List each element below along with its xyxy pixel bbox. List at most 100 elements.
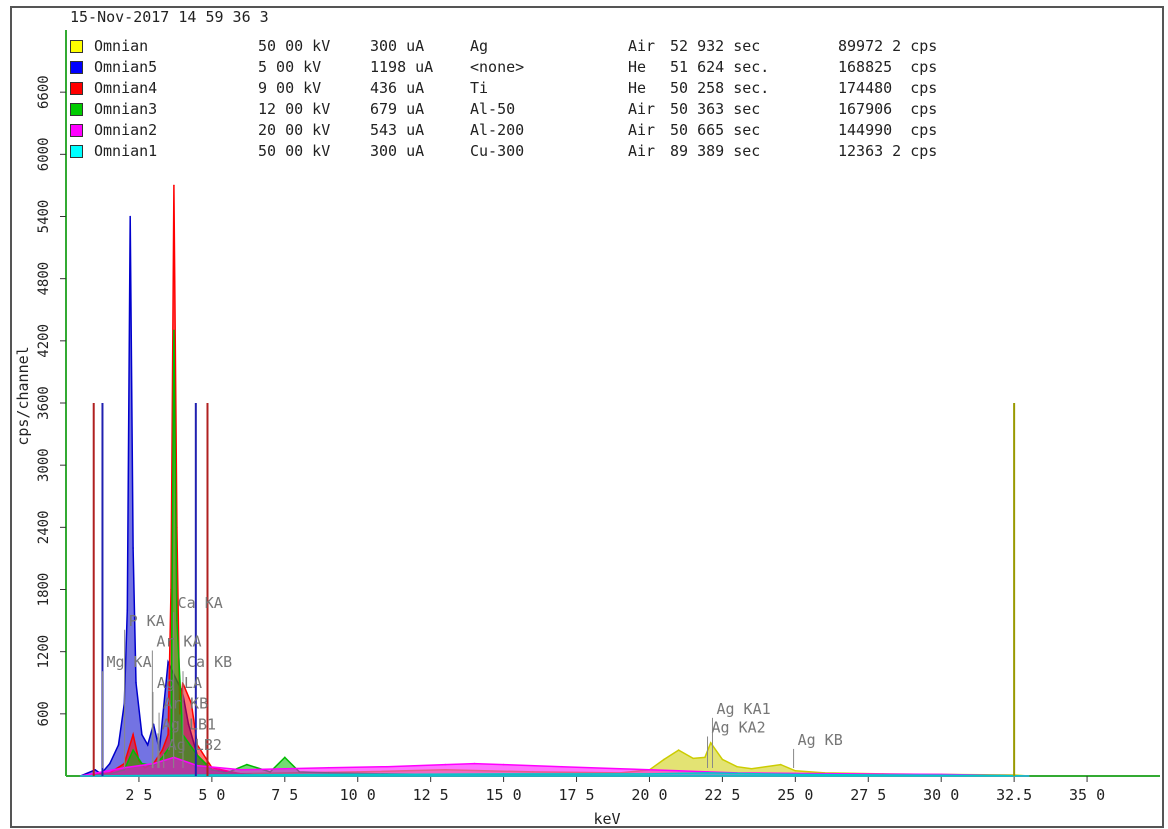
data-point bbox=[779, 763, 782, 766]
y-tick-label: 3600 bbox=[36, 386, 52, 420]
legend-name: Omnian3 bbox=[94, 100, 158, 118]
data-point bbox=[167, 733, 169, 736]
legend-time: 51 624 sec. bbox=[670, 58, 770, 76]
data-point bbox=[196, 744, 199, 746]
annotation-label: Ag KB bbox=[798, 731, 843, 749]
x-tick-label: 2 5 bbox=[125, 786, 152, 804]
data-point bbox=[246, 763, 248, 766]
data-point bbox=[736, 765, 738, 768]
data-point bbox=[502, 773, 505, 775]
x-tick-label: 27 5 bbox=[850, 786, 886, 804]
data-point bbox=[284, 767, 286, 770]
annotation-label: Ca KA bbox=[178, 594, 223, 612]
data-point bbox=[126, 609, 129, 612]
legend-kv: 12 00 kV bbox=[258, 100, 331, 118]
data-point bbox=[173, 329, 175, 332]
data-point bbox=[561, 765, 563, 768]
legend-filter: Al-200 bbox=[470, 121, 525, 139]
data-point bbox=[663, 758, 665, 761]
annotation-label: Ar KB bbox=[163, 695, 208, 713]
data-point bbox=[998, 774, 1001, 777]
annotation-label: Ag KA1 bbox=[716, 700, 770, 718]
data-point bbox=[79, 775, 82, 777]
data-point bbox=[794, 773, 797, 776]
legend-rate: 167906 cps bbox=[838, 100, 938, 118]
legend-filter: Al-50 bbox=[470, 100, 516, 118]
data-point bbox=[502, 763, 505, 766]
legend-filter: Ag bbox=[470, 37, 489, 55]
x-tick-label: 15 0 bbox=[486, 786, 522, 804]
legend-rate: 174480 cps bbox=[838, 79, 938, 97]
legend-swatch bbox=[70, 103, 83, 116]
x-tick-label: 5 0 bbox=[198, 786, 225, 804]
data-point bbox=[794, 770, 797, 772]
data-point bbox=[473, 762, 476, 765]
data-point bbox=[677, 749, 680, 751]
data-point bbox=[240, 768, 242, 771]
legend-medium: Air bbox=[628, 142, 656, 160]
legend-filter: Ti bbox=[470, 79, 489, 97]
data-point bbox=[1027, 775, 1030, 777]
data-point bbox=[94, 768, 96, 771]
annotation-label: Ag LB2 bbox=[168, 736, 222, 754]
legend-name: Omnian2 bbox=[94, 121, 158, 139]
y-axis-label: cps/channel bbox=[14, 346, 32, 445]
legend-ua: 543 uA bbox=[370, 121, 425, 139]
legend-kv: 5 00 kV bbox=[258, 58, 322, 76]
legend-swatch bbox=[70, 40, 83, 53]
data-point bbox=[211, 774, 213, 776]
data-point bbox=[135, 681, 137, 684]
legend-medium: Air bbox=[628, 100, 656, 118]
legend-name: Omnian4 bbox=[94, 79, 158, 97]
legend-rate: 168825 cps bbox=[838, 58, 938, 76]
data-point bbox=[356, 773, 359, 776]
data-point bbox=[750, 767, 753, 770]
annotation-label: Mg KA bbox=[106, 653, 151, 671]
x-tick-label: 7 5 bbox=[271, 786, 298, 804]
annotation-label: Ag LA bbox=[157, 674, 202, 692]
data-point bbox=[141, 762, 143, 765]
x-tick-label: 32.5 bbox=[996, 786, 1032, 804]
legend-swatch bbox=[70, 61, 83, 74]
data-point bbox=[132, 547, 134, 549]
data-point bbox=[709, 742, 712, 744]
y-tick-label: 4200 bbox=[36, 324, 52, 358]
legend-rate: 12363 2 cps bbox=[838, 142, 938, 160]
data-point bbox=[736, 772, 738, 775]
data-point bbox=[677, 772, 680, 775]
y-tick-label: 6000 bbox=[36, 137, 52, 171]
data-point bbox=[132, 749, 134, 751]
y-tick-label: 5400 bbox=[36, 200, 52, 234]
y-tick-label: 1800 bbox=[36, 573, 52, 607]
data-point bbox=[882, 774, 884, 776]
y-tick-label: 2400 bbox=[36, 510, 52, 544]
annotation-label: Ag LB1 bbox=[162, 715, 216, 733]
annotation-label: Ar KA bbox=[156, 632, 201, 650]
annotation-label: Ag KA2 bbox=[712, 718, 766, 736]
data-point bbox=[173, 184, 175, 187]
legend-medium: Air bbox=[628, 37, 656, 55]
data-point bbox=[196, 754, 199, 757]
data-point bbox=[707, 772, 709, 774]
legend-medium: He bbox=[628, 79, 647, 97]
x-tick-label: 17 5 bbox=[558, 786, 594, 804]
legend-name: Omnian1 bbox=[94, 142, 158, 160]
data-point bbox=[117, 744, 120, 746]
y-tick-label: 1200 bbox=[36, 635, 52, 669]
legend-kv: 50 00 kV bbox=[258, 142, 331, 160]
data-point bbox=[444, 763, 447, 766]
legend-time: 50 258 sec. bbox=[670, 79, 770, 97]
legend-rate: 144990 cps bbox=[838, 121, 938, 139]
data-point bbox=[161, 749, 164, 751]
legend-swatch bbox=[70, 82, 83, 95]
legend-kv: 20 00 kV bbox=[258, 121, 331, 139]
annotation-label: Ca KB bbox=[187, 653, 232, 671]
data-point bbox=[721, 758, 724, 761]
y-tick-label: 600 bbox=[36, 701, 52, 726]
data-point bbox=[386, 765, 388, 768]
legend-ua: 300 uA bbox=[370, 142, 425, 160]
data-point bbox=[176, 619, 178, 622]
y-tick-label: 6600 bbox=[36, 75, 52, 109]
data-point bbox=[648, 768, 651, 771]
